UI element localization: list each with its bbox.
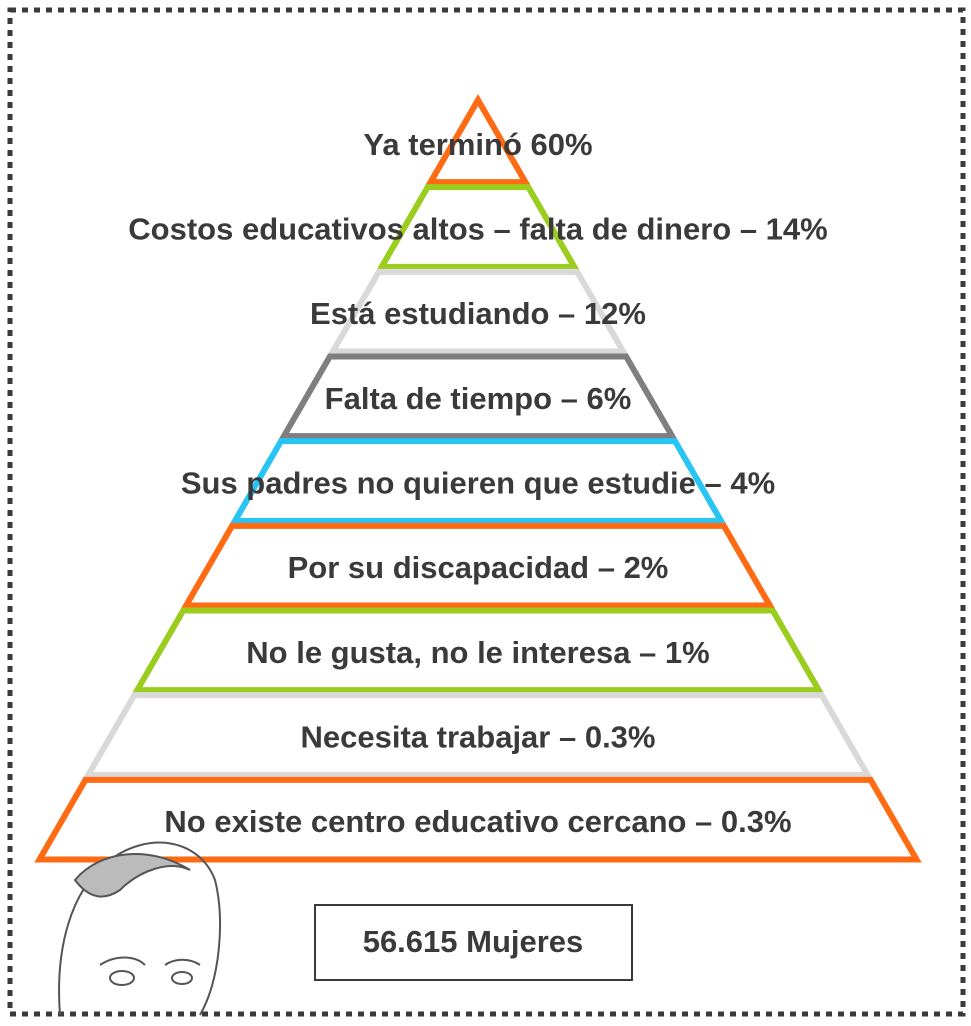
level-label: Ya terminó 60% (363, 127, 592, 162)
level-label: No le gusta, no le interesa – 1% (246, 635, 709, 670)
level-label: Por su discapacidad – 2% (288, 550, 669, 585)
level-label: No existe centro educativo cercano – 0.3… (164, 804, 791, 839)
level-label: Sus padres no quieren que estudie – 4% (181, 465, 775, 500)
level-label: Necesita trabajar – 0.3% (301, 719, 656, 754)
pyramid: Ya terminó 60% Costos educativos altos – … (39, 100, 916, 860)
level-label: Costos educativos altos – falta de diner… (128, 211, 827, 246)
level-label: Falta de tiempo – 6% (325, 381, 632, 416)
level-label: Está estudiando – 12% (310, 296, 646, 331)
infographic: Ya terminó 60% Costos educativos altos – … (0, 0, 971, 1021)
footer-label: 56.615 Mujeres (363, 924, 584, 959)
face-sketch (59, 843, 220, 1015)
